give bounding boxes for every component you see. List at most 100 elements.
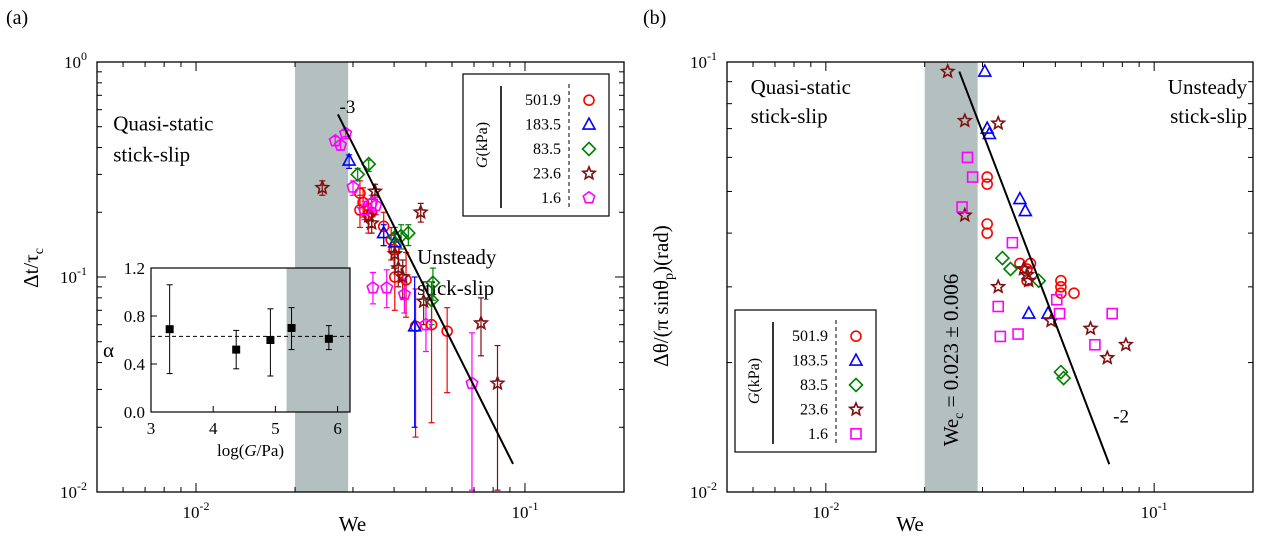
region-label-line: stick-slip — [113, 143, 190, 167]
y-axis-label: Δt/τc — [19, 248, 47, 288]
data-point-square — [1106, 307, 1118, 320]
data-point-star — [390, 259, 407, 276]
data-point-triangle — [1012, 190, 1028, 205]
y-axis-label-main: Δt/τ — [19, 254, 43, 288]
data-point-circle — [377, 220, 390, 233]
x-axis-label: We — [339, 512, 366, 536]
inset-shaded-band — [286, 268, 350, 412]
plot-frame — [726, 61, 1254, 493]
x-tick-mantissa: 10 — [511, 503, 528, 522]
legend-entry-label: 501.9 — [792, 328, 828, 345]
x-axis-label: We — [896, 512, 923, 536]
data-point-diamond — [400, 225, 416, 241]
data-point-square — [966, 171, 979, 183]
data-point-star — [989, 114, 1007, 131]
y-tick-label: 10-1 — [690, 49, 717, 72]
data-point-square — [1012, 328, 1024, 340]
x-tick-exponent: -1 — [1158, 499, 1168, 513]
data-point-triangle — [982, 125, 997, 140]
data-point-pentagon — [397, 287, 412, 301]
legend-marker — [848, 352, 864, 366]
legend-marker — [850, 427, 862, 440]
data-point-star — [363, 214, 380, 231]
y-tick-label: 100 — [64, 49, 87, 72]
region-label-line: stick-slip — [1170, 104, 1247, 128]
data-point-star — [939, 63, 956, 79]
data-point-star — [956, 112, 973, 128]
data-point-star — [1099, 349, 1116, 365]
legend-title-symbol: G — [746, 392, 763, 404]
x-tick-label: 10-1 — [511, 499, 538, 522]
data-point-diamond — [361, 156, 377, 172]
data-point-star — [489, 374, 506, 391]
data-point-diamond — [994, 250, 1011, 266]
y-tick-mantissa: 10 — [60, 483, 77, 502]
data-point-circle — [388, 243, 400, 256]
y-axis-label-tail: )(rad) — [649, 225, 673, 273]
data-point-pentagon — [338, 126, 353, 140]
inset-data-point — [287, 324, 296, 332]
data-point-star — [360, 207, 377, 223]
fit-line — [337, 114, 514, 465]
legend-entry-label: 23.6 — [533, 165, 561, 182]
data-point-diamond — [350, 166, 366, 183]
x-tick-mantissa: 10 — [1141, 503, 1158, 522]
inset-x-tick-label: 3 — [147, 419, 156, 438]
legend-title-unit: (kPa) — [746, 358, 763, 393]
legend-marker — [847, 400, 865, 417]
shaded-transition-band — [924, 62, 978, 492]
inset-data-point — [165, 325, 174, 334]
data-point-pentagon — [346, 180, 360, 193]
inset-data-point — [232, 345, 241, 354]
x-tick-exponent: -2 — [829, 499, 839, 513]
fit-line — [958, 71, 1111, 465]
data-point-triangle — [977, 63, 993, 77]
panel-a-chart: (a) Quasi-static stick-slip Unsteady stick-s… — [6, 7, 625, 536]
y-tick-mantissa: 10 — [60, 268, 77, 287]
y-tick-mantissa: 10 — [690, 53, 707, 72]
region-label-line: Unsteady — [417, 245, 497, 269]
data-point-pentagon — [419, 317, 433, 331]
legend-marker — [850, 330, 862, 343]
inset-x-tick-label: 5 — [271, 419, 280, 438]
inset-data-point — [266, 336, 275, 344]
data-point-circle — [981, 227, 993, 239]
data-point-diamond — [423, 292, 440, 308]
data-point-star — [314, 179, 331, 195]
legend-marker — [583, 94, 595, 106]
slope-label: -2 — [1113, 407, 1129, 428]
data-point-pentagon — [465, 376, 479, 390]
region-label: Unsteady stick-slip — [417, 245, 497, 300]
data-point-star — [1082, 319, 1099, 336]
x-tick-label: 10-2 — [812, 499, 839, 522]
data-point-square — [961, 151, 974, 164]
data-point-star — [472, 314, 490, 331]
critical-weber-symbol: We — [939, 419, 963, 446]
legend-entry-label: 23.6 — [800, 401, 828, 418]
region-label-line: Quasi-static — [751, 75, 851, 99]
y-tick-exponent: -1 — [707, 49, 717, 63]
inset-y-tick-label: 0.8 — [124, 307, 145, 326]
legend-marker — [582, 190, 596, 204]
data-point-star — [412, 203, 429, 220]
legend-entry-label: 183.5 — [525, 117, 561, 134]
y-tick-label: 10-2 — [690, 479, 717, 502]
data-point-triangle — [1021, 305, 1037, 319]
legend-marker — [581, 116, 597, 130]
data-point-circle — [981, 171, 993, 183]
inset-data-point — [324, 334, 333, 343]
data-point-circle — [357, 196, 369, 209]
x-tick-exponent: -1 — [528, 499, 538, 513]
inset-x-tick-label: 6 — [333, 419, 342, 438]
data-point-pentagon — [333, 138, 348, 151]
legend-entry-label: 1.6 — [808, 426, 828, 443]
data-point-circle — [1055, 281, 1067, 293]
legend-title-symbol: G — [474, 156, 491, 168]
data-point-circle — [1055, 274, 1067, 287]
data-point-triangle — [407, 318, 423, 332]
data-point-square — [1053, 307, 1066, 320]
y-tick-label: 10-2 — [60, 479, 87, 502]
data-point-square — [1006, 236, 1019, 249]
